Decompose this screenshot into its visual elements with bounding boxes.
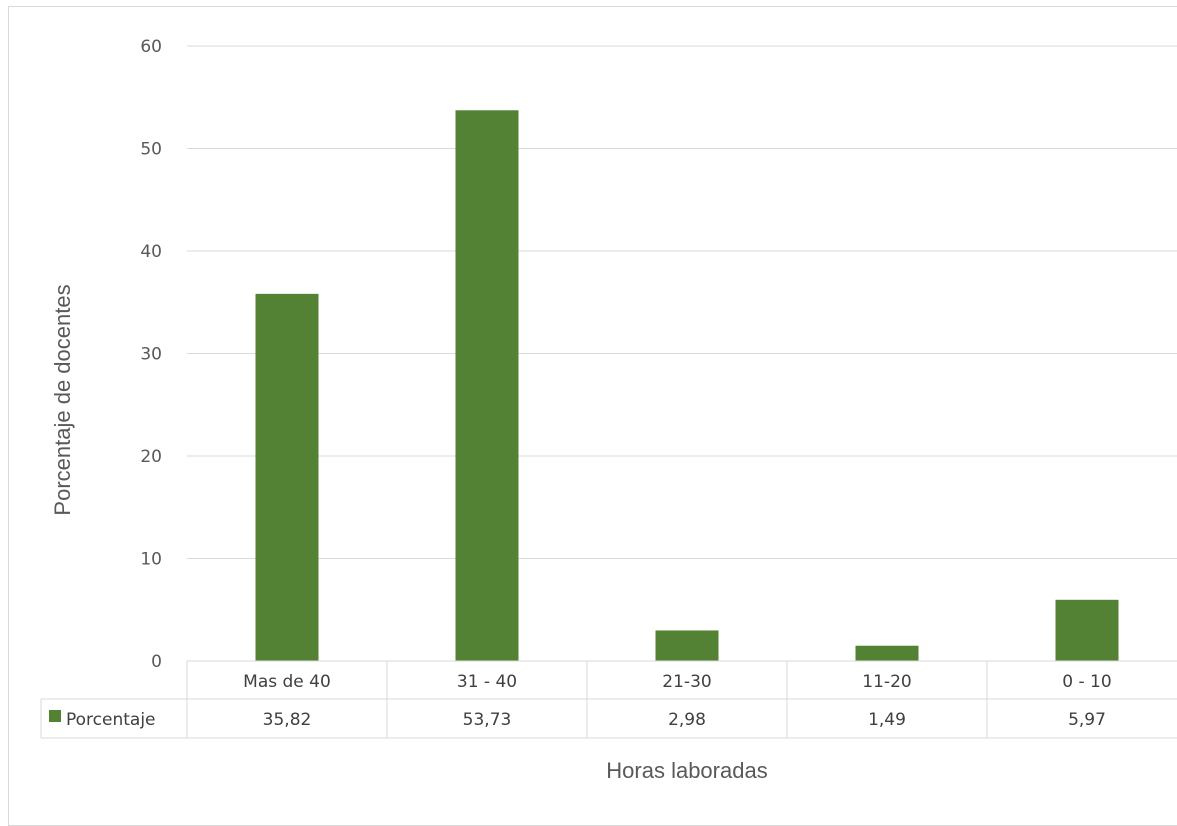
data-value-cell: 53,73: [463, 710, 512, 730]
x-axis-title: Horas laboradas: [606, 758, 767, 783]
y-tick-label: 20: [140, 447, 162, 467]
bar: [256, 294, 319, 661]
category-label: 31 - 40: [457, 672, 517, 692]
y-axis-title: Porcentaje de docentes: [50, 284, 75, 515]
gridlines: [187, 46, 1177, 661]
category-label: 0 - 10: [1062, 672, 1111, 692]
bars: [256, 110, 1119, 661]
y-tick-label: 0: [151, 652, 162, 672]
y-tick-label: 10: [140, 550, 162, 570]
y-tick-label: 60: [140, 37, 162, 57]
data-value-cell: 5,97: [1068, 710, 1106, 730]
category-label: 11-20: [862, 672, 911, 692]
legend-series-name: Porcentaje: [66, 710, 156, 730]
bar: [456, 110, 519, 661]
data-table: Mas de 40 35,82 31 - 40 53,73 21-30 2,98 11-20…: [41, 661, 1177, 738]
category-label: Mas de 40: [243, 672, 331, 692]
legend-swatch: [49, 710, 61, 722]
bar: [656, 630, 719, 661]
y-tick-label: 50: [140, 140, 162, 160]
bar: [1056, 600, 1119, 661]
data-value-cell: 2,98: [668, 710, 706, 730]
y-tick-label: 30: [140, 345, 162, 365]
bar: [856, 646, 919, 661]
y-axis-ticks: 0 10 20 30 40 50 60: [140, 37, 162, 672]
data-value-cell: 1,49: [868, 710, 906, 730]
data-value-cell: 35,82: [263, 710, 312, 730]
y-tick-label: 40: [140, 242, 162, 262]
category-label: 21-30: [662, 672, 711, 692]
